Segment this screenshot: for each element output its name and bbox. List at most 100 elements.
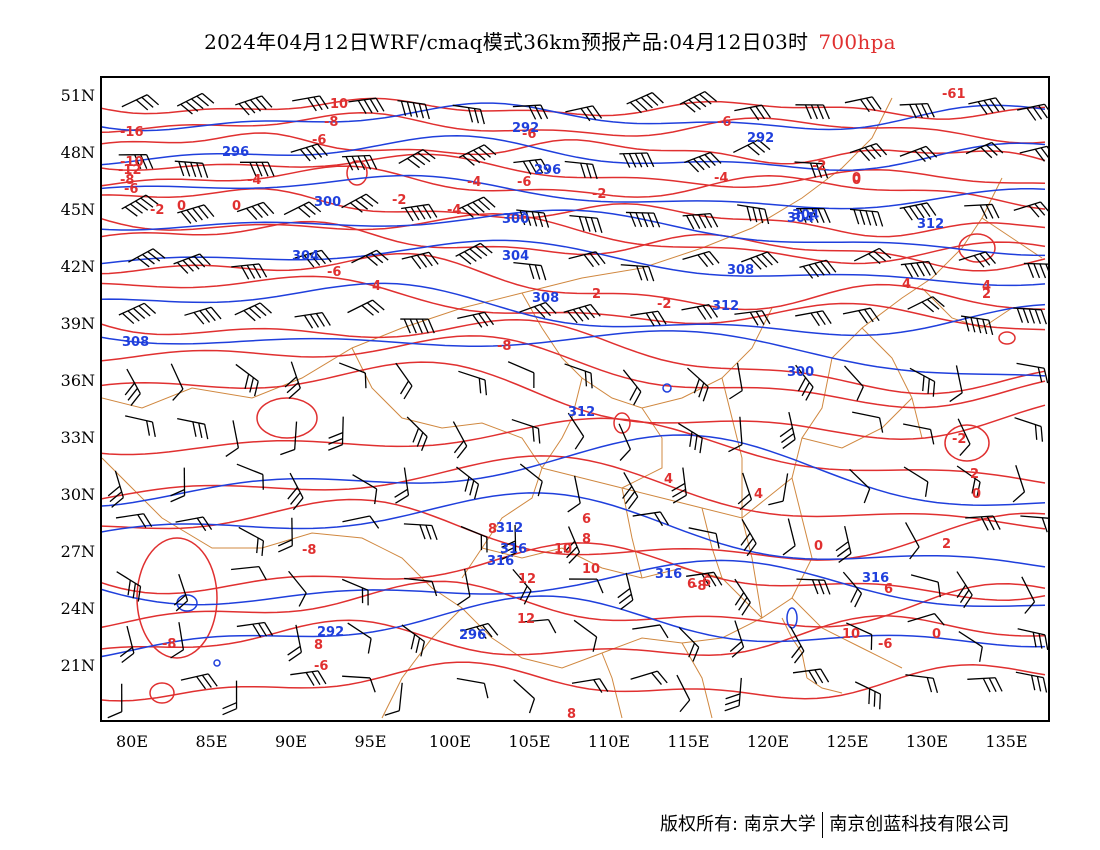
lat-label-27N: 27N bbox=[60, 542, 95, 561]
wind-barb bbox=[461, 622, 499, 640]
copyright-left: 版权所有: 南京大学 bbox=[660, 814, 816, 835]
wind-barb bbox=[173, 573, 189, 612]
wind-barb bbox=[177, 204, 215, 224]
wind-barb bbox=[170, 622, 185, 659]
wind-barb bbox=[401, 203, 438, 222]
wind-barb bbox=[617, 572, 634, 610]
wind-barb bbox=[277, 517, 293, 553]
temperature-contour-label: 0 bbox=[932, 627, 941, 642]
wind-barb bbox=[1013, 307, 1047, 325]
temperature-contour-label: -12 bbox=[118, 163, 142, 178]
wind-barb bbox=[842, 307, 880, 324]
wind-barb bbox=[180, 673, 218, 690]
temperature-contour-line bbox=[102, 252, 1046, 311]
wind-barb bbox=[968, 97, 1006, 115]
wind-barb bbox=[737, 472, 753, 511]
boundary-line bbox=[621, 487, 643, 579]
wind-barb bbox=[342, 515, 380, 529]
wind-barb bbox=[348, 97, 385, 114]
wind-barb bbox=[905, 674, 939, 694]
wind-barb bbox=[734, 578, 751, 616]
wind-barb bbox=[520, 619, 557, 634]
wind-barb bbox=[225, 420, 240, 458]
wind-barb bbox=[458, 196, 496, 218]
wind-barb bbox=[513, 679, 536, 714]
height-contour-label: 312 bbox=[568, 405, 595, 420]
wind-barb bbox=[401, 624, 426, 657]
wind-barb bbox=[184, 306, 222, 325]
wind-barb bbox=[632, 511, 669, 527]
wind-barb bbox=[403, 523, 438, 541]
wind-barb bbox=[519, 301, 557, 319]
temperature-contour-label: 8 bbox=[314, 638, 323, 653]
temperature-contour-label: -2 bbox=[592, 187, 606, 202]
wind-barb bbox=[682, 212, 719, 230]
temperature-contour-label: 0 bbox=[852, 171, 861, 186]
wind-barb bbox=[949, 365, 963, 403]
temperature-contour-label: 12 bbox=[518, 572, 536, 587]
wind-barb bbox=[782, 518, 796, 556]
wind-barb bbox=[236, 201, 275, 221]
wind-barb bbox=[460, 525, 488, 553]
wind-barb bbox=[174, 160, 209, 178]
wind-barb bbox=[121, 194, 159, 217]
temperature-contour-label: 2 bbox=[942, 537, 951, 552]
temperature-contour-label: -61 bbox=[942, 87, 966, 102]
temperature-contour-label: 6 bbox=[702, 575, 711, 590]
wind-barb bbox=[688, 527, 720, 549]
temperature-contour-label: 4 bbox=[982, 279, 991, 294]
wind-barb bbox=[177, 417, 209, 440]
temperature-contour-line bbox=[102, 97, 1046, 120]
wind-barb bbox=[176, 92, 215, 115]
wind-barb bbox=[569, 578, 604, 594]
lon-label-120E: 120E bbox=[746, 732, 790, 751]
wind-barb bbox=[964, 203, 1000, 219]
lon-label-110E: 110E bbox=[587, 732, 631, 751]
wind-barb bbox=[1012, 465, 1026, 503]
temperature-closed-contour bbox=[149, 682, 175, 704]
temperature-closed-contour bbox=[958, 233, 996, 263]
wind-barb bbox=[231, 565, 267, 581]
wind-barb bbox=[907, 612, 945, 626]
height-contour-line bbox=[102, 492, 1046, 568]
wind-barb bbox=[1017, 628, 1048, 651]
lon-label-105E: 105E bbox=[508, 732, 551, 751]
temperature-contour-label: 4 bbox=[664, 472, 673, 487]
temperature-contour-label: 0 bbox=[177, 199, 186, 214]
wind-barb bbox=[124, 368, 141, 406]
wind-barb bbox=[737, 204, 770, 225]
wind-barb bbox=[1019, 145, 1048, 162]
wind-barb bbox=[401, 251, 439, 270]
temperature-contour-label: -16 bbox=[120, 125, 144, 140]
temperature-closed-contour bbox=[256, 397, 318, 439]
wind-barb bbox=[622, 472, 639, 510]
boundary-line bbox=[381, 607, 463, 719]
wind-barb bbox=[513, 261, 547, 281]
wind-barb bbox=[678, 626, 700, 662]
wind-barb bbox=[456, 677, 489, 699]
boundary-line bbox=[521, 292, 773, 409]
height-contour-label: 292 bbox=[747, 131, 774, 146]
temperature-contours bbox=[102, 97, 1046, 704]
wind-barb bbox=[740, 519, 757, 557]
lat-label-51N: 51N bbox=[60, 86, 95, 105]
wind-barb bbox=[899, 202, 937, 221]
wind-barb bbox=[384, 682, 403, 716]
wind-barb bbox=[741, 251, 779, 270]
temperature-contour-label: -4 bbox=[447, 203, 461, 218]
wind-barb bbox=[234, 302, 272, 322]
wind-barb bbox=[1015, 671, 1048, 693]
wind-barb bbox=[107, 683, 123, 719]
wind-barb bbox=[342, 675, 376, 693]
height-contour-label: 312 bbox=[712, 299, 739, 314]
wind-barb bbox=[125, 415, 156, 438]
pressure-level: 700hpa bbox=[818, 30, 896, 54]
height-contour-line bbox=[102, 174, 1046, 210]
geopotential-height-contours bbox=[102, 102, 1046, 667]
wind-barb bbox=[455, 242, 493, 265]
wind-barb bbox=[170, 467, 186, 503]
boundary-line bbox=[801, 397, 913, 449]
wind-barb bbox=[965, 515, 1001, 531]
lat-label-42N: 42N bbox=[60, 257, 95, 276]
boundary-line bbox=[701, 507, 723, 579]
